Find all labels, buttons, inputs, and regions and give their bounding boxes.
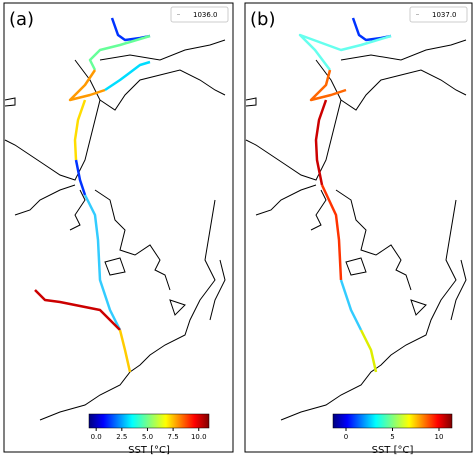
colorbar-tick-label: 5: [390, 433, 394, 441]
legend-box: [170, 6, 229, 23]
panel-frame: [3, 2, 234, 453]
colorbar: [332, 413, 453, 429]
panel-label: (b): [250, 9, 275, 30]
colorbar-tick-label: 10.0: [191, 433, 207, 441]
coastline: [245, 39, 467, 421]
colorbar: [88, 413, 210, 429]
colorbar-tick-label: 10: [435, 433, 444, 441]
legend-text: 1037.0: [432, 11, 457, 19]
colorbar-label: SST [°C]: [128, 445, 170, 456]
panel-frame: [244, 2, 473, 453]
track-b: [298, 17, 392, 373]
colorbar-tick-label: 7.5: [168, 433, 179, 441]
colorbar-tick-label: 0.0: [91, 433, 102, 441]
colorbar-tick-label: 0: [344, 433, 348, 441]
legend-box: [409, 6, 468, 23]
colorbar-tick-label: 5.0: [142, 433, 153, 441]
panel-label: (a): [9, 9, 34, 30]
legend-text: 1036.0: [193, 11, 218, 19]
coastline: [4, 39, 226, 421]
colorbar-label: SST [°C]: [372, 445, 414, 456]
track-a: [34, 17, 151, 373]
colorbar-tick-label: 2.5: [116, 433, 127, 441]
